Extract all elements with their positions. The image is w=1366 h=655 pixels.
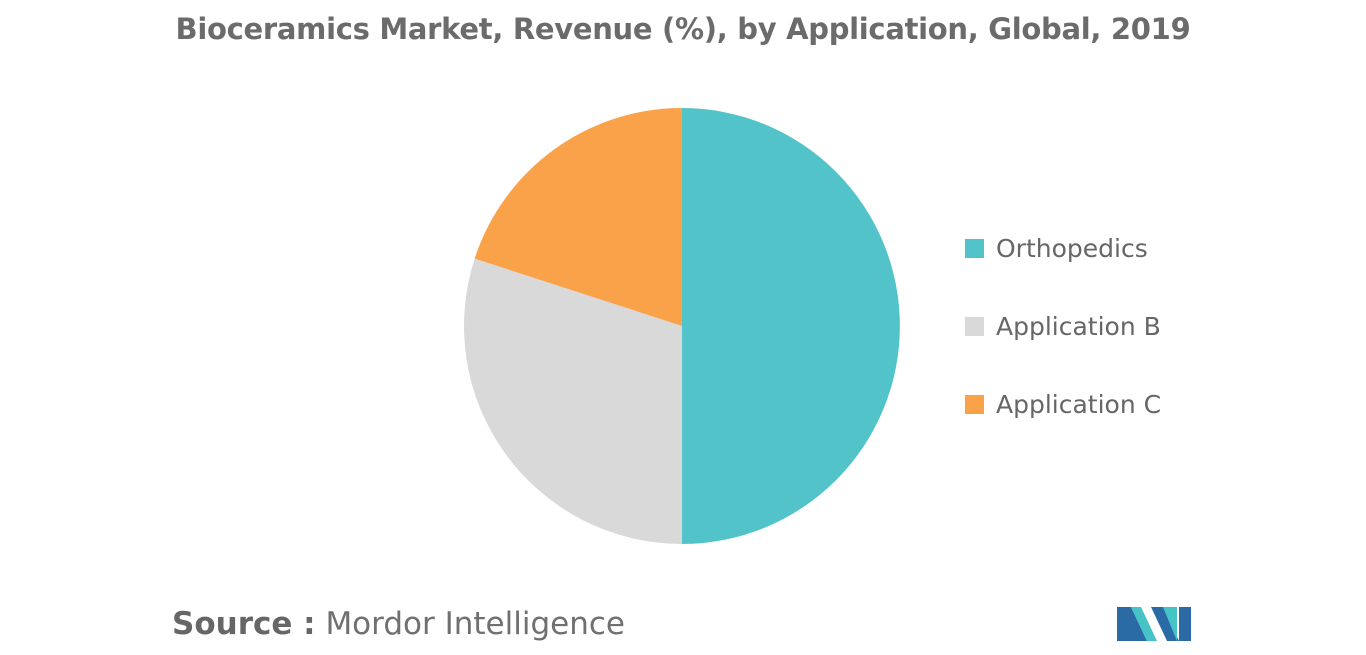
- chart-title: Bioceramics Market, Revenue (%), by Appl…: [175, 12, 1191, 46]
- source-label: Source :: [172, 606, 316, 642]
- legend-label-application-c: Application C: [996, 389, 1162, 419]
- logo-shape-right-light: [1163, 607, 1177, 641]
- legend-swatch-application-c: [965, 394, 984, 414]
- pie-chart: [462, 106, 902, 546]
- legend-item-application-b: Application B: [965, 306, 1161, 346]
- legend-label-orthopedics: Orthopedics: [996, 233, 1148, 263]
- legend-item-application-c: Application C: [965, 384, 1161, 424]
- source-note: Source : Mordor Intelligence: [172, 606, 625, 642]
- legend-item-orthopedics: Orthopedics: [965, 228, 1161, 268]
- pie-svg: [464, 108, 900, 544]
- legend-label-application-b: Application B: [996, 311, 1161, 341]
- pie-slice-application-c: [474, 108, 682, 326]
- logo-shape-bar: [1179, 607, 1191, 641]
- mordor-intelligence-logo-icon: [1117, 607, 1191, 641]
- logo-shape-left-light: [1131, 607, 1157, 641]
- legend-swatch-orthopedics: [965, 238, 984, 258]
- legend-swatch-application-b: [965, 316, 984, 336]
- pie-slice-application-b: [464, 258, 682, 544]
- chart-legend: Orthopedics Application B Application C: [965, 228, 1161, 462]
- logo-shape-left-dark: [1117, 607, 1147, 641]
- pie-slice-orthopedics: [682, 108, 900, 544]
- logo-shape-right-dark: [1151, 607, 1179, 641]
- source-text: Mordor Intelligence: [325, 606, 625, 642]
